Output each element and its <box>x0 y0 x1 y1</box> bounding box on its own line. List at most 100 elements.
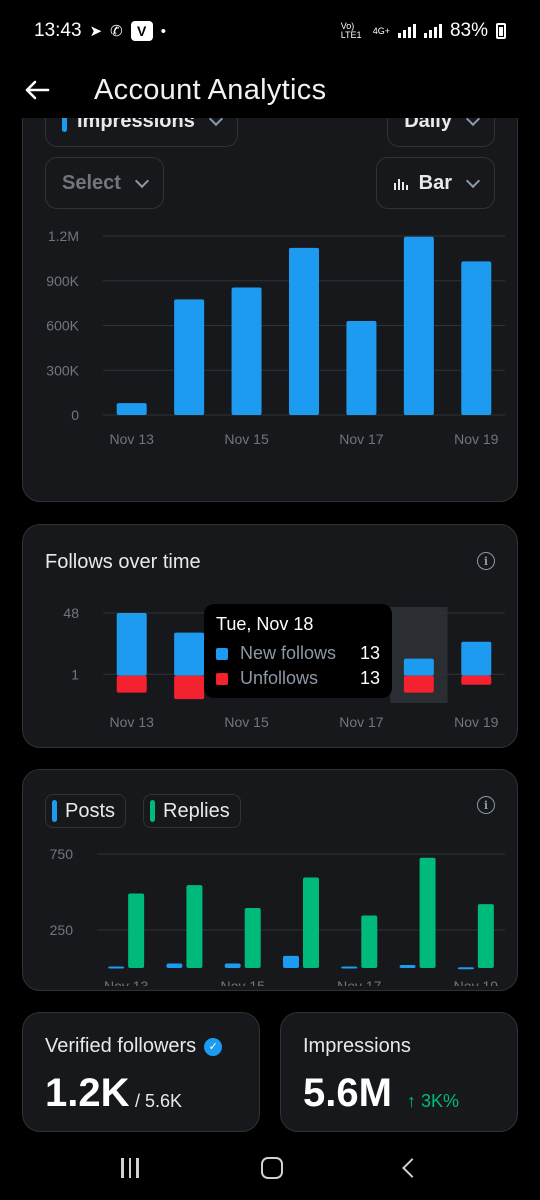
tooltip-unf-value: 13 <box>359 668 380 688</box>
compare-dropdown[interactable]: Select <box>45 157 164 209</box>
y-tick-label: 900K <box>46 273 79 289</box>
v-app-icon: V <box>130 21 153 41</box>
recent-apps-button[interactable] <box>121 1158 139 1178</box>
posts-replies-card: Posts Replies i 250 750 Nov 13 Nov 15 Nov 17… <box>22 769 518 991</box>
chart-tooltip: Tue, Nov 18 New follows 13 Unfollows 13 <box>204 604 392 698</box>
impressions-stat-value: 5.6M <box>303 1071 392 1115</box>
tooltip-unf-label: Unfollows <box>240 668 319 688</box>
signal-2-icon <box>423 24 442 38</box>
impressions-stat-card[interactable]: Impressions 5.6M ↑ 3K% <box>280 1012 518 1132</box>
bar <box>477 904 494 968</box>
whatsapp-icon: ✆ <box>110 22 123 40</box>
bar <box>419 857 436 968</box>
x-tick-label: Nov 15 <box>224 431 269 447</box>
system-nav-bar <box>0 1136 540 1200</box>
bar <box>128 893 145 968</box>
x-tick-label: Nov 13 <box>104 978 149 986</box>
metric-dropdown-label: Impressions <box>77 118 195 132</box>
bar <box>361 915 378 968</box>
bar <box>341 966 358 969</box>
chart-type-label: Bar <box>418 171 452 194</box>
bar <box>174 299 205 415</box>
bar <box>231 287 262 415</box>
bar <box>346 321 377 415</box>
replies-color-bar <box>150 800 155 822</box>
bar <box>403 236 434 415</box>
page-title: Account Analytics <box>94 73 327 106</box>
y-tick-label: 1.2M <box>48 228 79 244</box>
legend-posts[interactable]: Posts <box>45 794 127 828</box>
bar-chart-icon <box>393 179 408 190</box>
bar <box>403 675 434 693</box>
chart-type-dropdown[interactable]: Bar <box>375 157 495 209</box>
y-tick-label: 750 <box>50 846 74 862</box>
system-back-button[interactable] <box>401 1158 422 1178</box>
compare-dropdown-label: Select <box>62 171 121 194</box>
bar <box>283 955 299 968</box>
info-icon[interactable]: i <box>477 552 495 570</box>
bar <box>244 907 261 968</box>
impressions-delta: ↑ 3K% <box>407 1091 460 1111</box>
home-button[interactable] <box>260 1157 283 1179</box>
y-tick-label: 300K <box>46 362 79 378</box>
x-tick-label: Nov 17 <box>339 431 384 447</box>
bar <box>224 963 241 968</box>
tooltip-title: Tue, Nov 18 <box>216 614 314 634</box>
tooltip-new-value: 13 <box>359 643 380 663</box>
chevron-down-icon <box>465 118 481 126</box>
chevron-down-icon <box>465 173 481 188</box>
battery-percent: 83% <box>449 20 488 41</box>
verified-followers-card[interactable]: Verified followers ✓ 1.2K / 5.6K <box>22 1012 260 1132</box>
x-tick-label: Nov 13 <box>110 431 155 447</box>
y-tick-label: 0 <box>71 407 79 423</box>
bar <box>174 632 205 676</box>
legend-posts-label: Posts <box>65 799 116 822</box>
battery-icon <box>496 23 506 39</box>
y-tick-label: 250 <box>50 922 74 938</box>
x-tick-label: Nov 15 <box>221 978 266 986</box>
app-bar: Account Analytics <box>0 62 540 118</box>
x-tick-label: Nov 19 <box>454 714 499 730</box>
period-dropdown[interactable]: Daily <box>387 118 495 147</box>
x-tick-label: Nov 15 <box>224 714 269 730</box>
y-tick-label: 48 <box>63 605 79 621</box>
bar <box>403 658 434 676</box>
bar <box>457 967 474 970</box>
legend-replies-label: Replies <box>163 799 230 822</box>
clock: 13:43 <box>34 20 82 41</box>
back-button[interactable] <box>0 62 74 118</box>
x-tick-label: Nov 17 <box>337 978 382 986</box>
new-follows-swatch <box>216 647 228 660</box>
impressions-chart-card: Impressions Daily Select Bar 0 300K 600K 90… <box>22 118 518 502</box>
tooltip-row-unfollows: Unfollows 13 <box>216 668 380 689</box>
bar <box>116 675 147 693</box>
legend-replies[interactable]: Replies <box>143 794 241 828</box>
posts-replies-bar-chart: 250 750 Nov 13 Nov 15 Nov 17 Nov 19 <box>50 846 505 986</box>
analytics-scroll-area[interactable]: Impressions Daily Select Bar 0 300K 600K 90… <box>0 118 540 1136</box>
bar <box>461 675 492 685</box>
bar <box>166 963 183 968</box>
impressions-stat-label: Impressions <box>303 1035 411 1057</box>
bar <box>461 261 492 415</box>
bar <box>116 613 147 676</box>
x-tick-label: Nov 19 <box>454 978 499 986</box>
bar <box>399 964 416 968</box>
tooltip-new-label: New follows <box>240 643 337 663</box>
unfollows-swatch <box>216 672 228 685</box>
chevron-down-icon <box>134 173 150 188</box>
posts-color-bar <box>52 800 57 822</box>
info-icon[interactable]: i <box>477 796 495 814</box>
bar <box>289 247 319 415</box>
chevron-down-icon <box>208 118 223 126</box>
tooltip-row-new: New follows 13 <box>216 643 380 664</box>
signal-icon <box>397 24 416 38</box>
x-tick-label: Nov 19 <box>454 431 499 447</box>
bar <box>461 641 492 676</box>
verified-followers-label: Verified followers <box>45 1035 197 1057</box>
follows-card-title: Follows over time <box>45 551 201 573</box>
metric-dropdown[interactable]: Impressions <box>45 118 238 147</box>
period-dropdown-label: Daily <box>404 118 452 132</box>
y-tick-label: 600K <box>46 318 79 334</box>
x-tick-label: Nov 13 <box>110 714 155 730</box>
verified-followers-value: 1.2K <box>45 1071 130 1115</box>
